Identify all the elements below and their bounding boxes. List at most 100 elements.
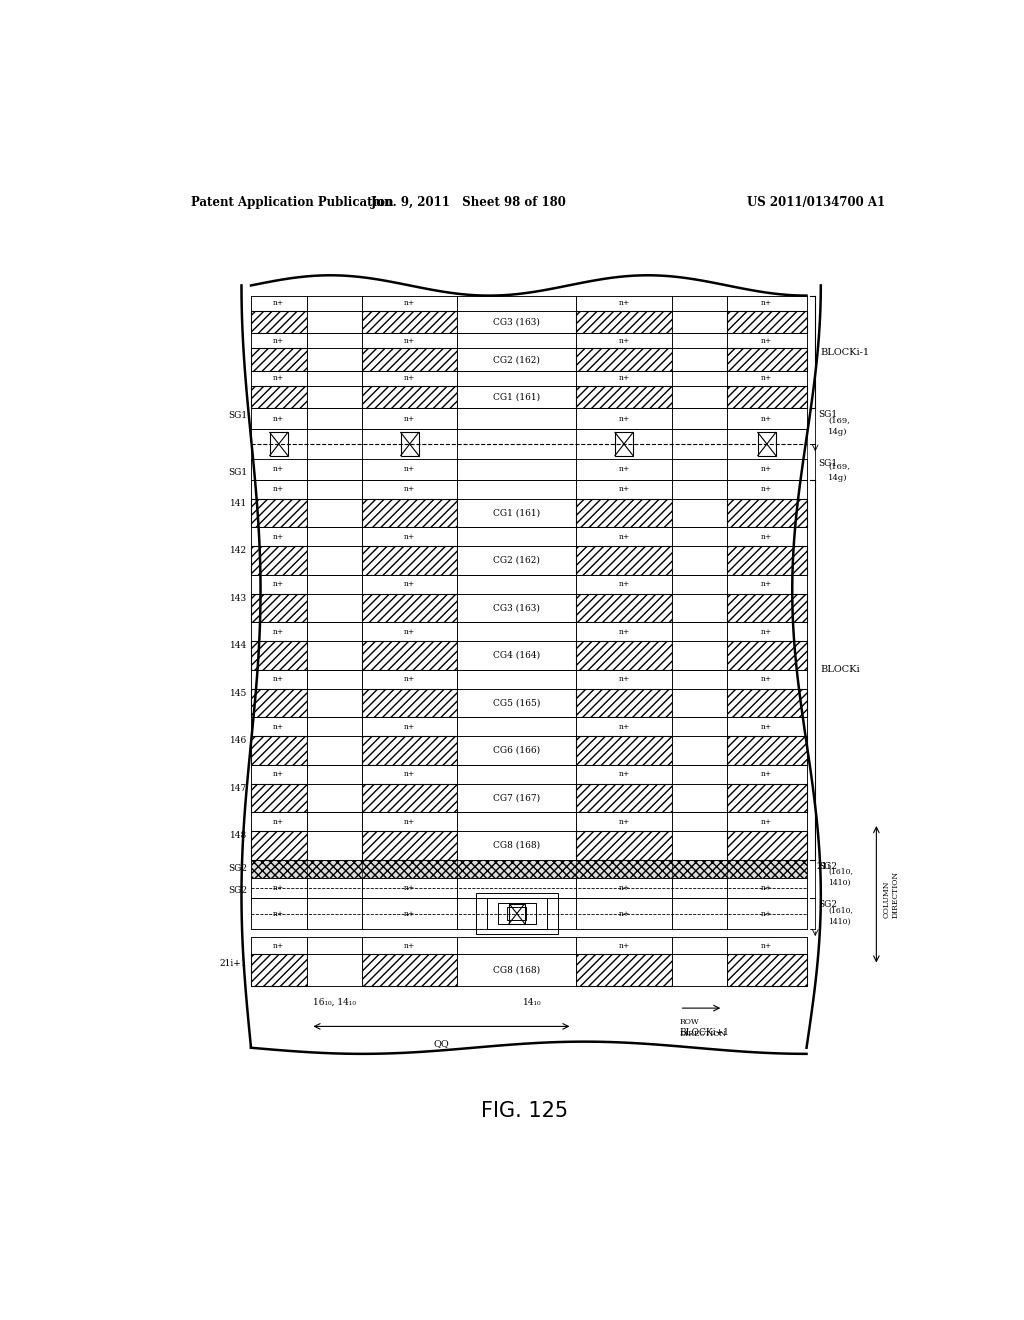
Text: 147: 147: [229, 784, 247, 793]
Text: 142: 142: [230, 546, 247, 556]
Polygon shape: [458, 954, 577, 986]
Polygon shape: [727, 385, 807, 408]
Polygon shape: [672, 594, 727, 622]
Polygon shape: [577, 689, 672, 717]
Text: QQ: QQ: [433, 1039, 450, 1048]
Polygon shape: [458, 669, 577, 689]
Text: n+: n+: [618, 884, 630, 892]
Polygon shape: [306, 832, 362, 859]
Polygon shape: [577, 784, 672, 812]
Polygon shape: [458, 784, 577, 812]
Polygon shape: [458, 459, 577, 479]
Polygon shape: [306, 812, 362, 832]
Text: n+: n+: [618, 817, 630, 826]
Polygon shape: [251, 459, 306, 479]
Polygon shape: [362, 546, 458, 574]
Polygon shape: [672, 689, 727, 717]
Text: n+: n+: [273, 300, 285, 308]
Polygon shape: [251, 737, 306, 764]
Polygon shape: [672, 459, 727, 479]
Polygon shape: [727, 479, 807, 499]
Text: n+: n+: [618, 675, 630, 684]
Text: n+: n+: [273, 579, 285, 589]
Polygon shape: [306, 737, 362, 764]
Polygon shape: [251, 689, 306, 717]
Text: n+: n+: [618, 909, 630, 917]
Polygon shape: [362, 642, 458, 669]
Text: n+: n+: [404, 941, 416, 949]
Polygon shape: [727, 546, 807, 574]
Text: n+: n+: [273, 484, 285, 494]
Text: n+: n+: [273, 722, 285, 731]
Text: COLUMN
DIRECTION: COLUMN DIRECTION: [883, 871, 900, 917]
Polygon shape: [672, 737, 727, 764]
Polygon shape: [458, 429, 577, 459]
Polygon shape: [362, 333, 458, 348]
Polygon shape: [251, 408, 306, 429]
Polygon shape: [362, 717, 458, 737]
Polygon shape: [362, 878, 458, 899]
Polygon shape: [458, 310, 577, 333]
Polygon shape: [362, 310, 458, 333]
Polygon shape: [306, 764, 362, 784]
Text: n+: n+: [273, 627, 285, 636]
Polygon shape: [577, 899, 672, 929]
Text: n+: n+: [404, 484, 416, 494]
Polygon shape: [362, 622, 458, 642]
Polygon shape: [251, 296, 306, 310]
Polygon shape: [362, 459, 458, 479]
Polygon shape: [306, 878, 362, 899]
Polygon shape: [251, 954, 306, 986]
Text: (169,: (169,: [828, 462, 850, 470]
Text: SG1: SG1: [818, 459, 838, 469]
Polygon shape: [672, 764, 727, 784]
Polygon shape: [672, 546, 727, 574]
Text: DIRECTION: DIRECTION: [680, 1031, 727, 1039]
Polygon shape: [306, 296, 362, 310]
Text: CG8 (168): CG8 (168): [494, 965, 541, 974]
Polygon shape: [458, 764, 577, 784]
Polygon shape: [577, 622, 672, 642]
Polygon shape: [251, 527, 306, 546]
Polygon shape: [362, 689, 458, 717]
Polygon shape: [577, 310, 672, 333]
Polygon shape: [306, 689, 362, 717]
Polygon shape: [362, 348, 458, 371]
Polygon shape: [458, 622, 577, 642]
Polygon shape: [672, 937, 727, 954]
Polygon shape: [306, 459, 362, 479]
Polygon shape: [727, 499, 807, 527]
Polygon shape: [251, 371, 306, 385]
Polygon shape: [362, 954, 458, 986]
Polygon shape: [362, 574, 458, 594]
Polygon shape: [672, 296, 727, 310]
Polygon shape: [362, 784, 458, 812]
Text: 21i+1: 21i+1: [219, 960, 247, 968]
Polygon shape: [672, 371, 727, 385]
Polygon shape: [251, 899, 306, 929]
Text: 148: 148: [229, 832, 247, 841]
Polygon shape: [672, 878, 727, 899]
Polygon shape: [251, 764, 306, 784]
Polygon shape: [577, 348, 672, 371]
Polygon shape: [306, 899, 362, 929]
Text: SG2: SG2: [228, 863, 247, 873]
Text: n+: n+: [273, 532, 285, 541]
Polygon shape: [306, 479, 362, 499]
Polygon shape: [458, 333, 577, 348]
Polygon shape: [306, 669, 362, 689]
Text: n+: n+: [273, 466, 285, 474]
Text: n+: n+: [404, 722, 416, 731]
Text: n+: n+: [761, 909, 772, 917]
Polygon shape: [306, 348, 362, 371]
Polygon shape: [306, 408, 362, 429]
Polygon shape: [306, 371, 362, 385]
Text: n+: n+: [761, 675, 772, 684]
Text: 143: 143: [230, 594, 247, 603]
Text: n+: n+: [404, 532, 416, 541]
Polygon shape: [306, 784, 362, 812]
Polygon shape: [362, 408, 458, 429]
Text: n+: n+: [618, 941, 630, 949]
Polygon shape: [458, 689, 577, 717]
Polygon shape: [672, 812, 727, 832]
